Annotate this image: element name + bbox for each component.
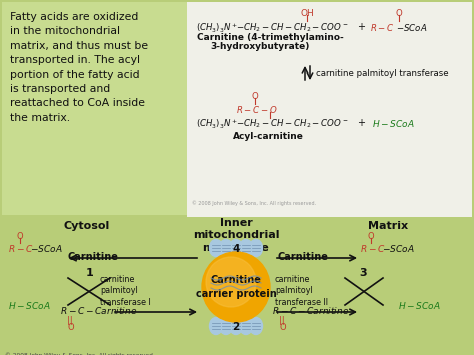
Text: $R-C$: $R-C$ — [8, 243, 34, 254]
Ellipse shape — [219, 240, 233, 257]
Text: OH: OH — [300, 9, 314, 18]
Text: $-SCoA$: $-SCoA$ — [396, 22, 428, 33]
Ellipse shape — [239, 317, 253, 334]
Text: Fatty acids are oxidized
in the mitochondrial
matrix, and thus must be
transport: Fatty acids are oxidized in the mitochon… — [10, 12, 148, 123]
Text: 1: 1 — [86, 268, 94, 278]
Text: $(CH_3)_3N^+$: $(CH_3)_3N^+$ — [196, 22, 238, 35]
Text: $-CH_2-CH-CH_2-COO^-$: $-CH_2-CH-CH_2-COO^-$ — [236, 118, 348, 131]
Text: +: + — [357, 22, 365, 32]
Ellipse shape — [202, 252, 270, 322]
Text: Carnitine: Carnitine — [278, 252, 329, 262]
Text: ||: || — [67, 316, 73, 325]
Text: $R-C$: $R-C$ — [360, 243, 385, 254]
Text: $R-C$: $R-C$ — [370, 22, 394, 33]
Text: Matrix: Matrix — [368, 221, 408, 231]
Text: Acyl-carnitine: Acyl-carnitine — [233, 132, 304, 141]
Text: ||: || — [279, 316, 285, 325]
Text: © 2008 John Wiley & Sons, Inc. All rights reserved.: © 2008 John Wiley & Sons, Inc. All right… — [192, 200, 316, 206]
FancyBboxPatch shape — [2, 2, 187, 215]
Text: O: O — [252, 92, 258, 101]
Text: $R-C-O$: $R-C-O$ — [236, 104, 278, 115]
Text: +: + — [357, 118, 365, 128]
Text: Carnitine
carrier protein: Carnitine carrier protein — [196, 275, 276, 299]
FancyBboxPatch shape — [187, 2, 472, 217]
Text: 2: 2 — [232, 322, 240, 332]
Text: © 2008 John Wiley & Sons, Inc. All rights reserved.: © 2008 John Wiley & Sons, Inc. All right… — [5, 352, 155, 355]
Text: $H-SCoA$: $H-SCoA$ — [8, 300, 51, 311]
Text: carnitine
palmitoyl
transferase II: carnitine palmitoyl transferase II — [275, 275, 328, 307]
Ellipse shape — [210, 240, 222, 257]
Ellipse shape — [229, 240, 243, 257]
Text: O: O — [368, 232, 374, 241]
Text: 4: 4 — [232, 244, 240, 254]
Text: Inner
mitochondrial
membrane: Inner mitochondrial membrane — [193, 218, 279, 253]
Ellipse shape — [210, 317, 222, 334]
Text: carnitine
palmitoyl
transferase I: carnitine palmitoyl transferase I — [100, 275, 151, 307]
Ellipse shape — [249, 240, 263, 257]
Text: Carnitine: Carnitine — [68, 252, 119, 262]
Ellipse shape — [206, 257, 256, 307]
Text: $-SCoA$: $-SCoA$ — [382, 243, 415, 254]
Text: Carnitine (4-trimethylamino-: Carnitine (4-trimethylamino- — [197, 33, 344, 42]
Text: O: O — [17, 232, 24, 241]
Ellipse shape — [229, 317, 243, 334]
Text: $H-SCoA$: $H-SCoA$ — [372, 118, 415, 129]
Ellipse shape — [249, 317, 263, 334]
Text: 3: 3 — [359, 268, 367, 278]
Ellipse shape — [239, 240, 253, 257]
Text: O: O — [396, 9, 402, 18]
Text: $R-C-Carnitine$: $R-C-Carnitine$ — [272, 305, 349, 316]
Text: 3-hydroxybutyrate): 3-hydroxybutyrate) — [210, 42, 310, 51]
Text: O: O — [68, 323, 74, 332]
Ellipse shape — [219, 317, 233, 334]
Text: $H-SCoA$: $H-SCoA$ — [398, 300, 441, 311]
Text: $-CH_2-CH-CH_2-COO^-$: $-CH_2-CH-CH_2-COO^-$ — [236, 22, 348, 34]
Text: $R-C-Carnitine$: $R-C-Carnitine$ — [60, 305, 137, 316]
Text: Cytosol: Cytosol — [64, 221, 110, 231]
Text: carnitine palmitoyl transferase: carnitine palmitoyl transferase — [316, 69, 448, 77]
Text: O: O — [280, 323, 287, 332]
Text: $(CH_3)_3N^+$: $(CH_3)_3N^+$ — [196, 118, 238, 131]
Text: $-SCoA$: $-SCoA$ — [30, 243, 63, 254]
